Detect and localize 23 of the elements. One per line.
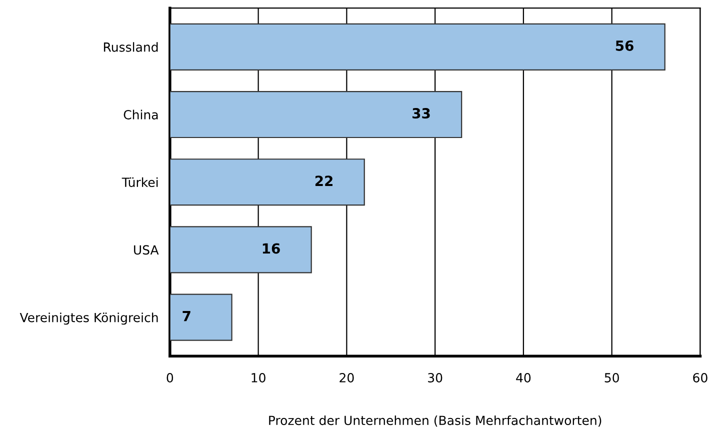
x-tick-label: 10 [252,373,266,382]
data-label: 33 [412,108,430,119]
y-tick-label: Russland [104,42,158,52]
bar [170,23,666,70]
y-tick-label: USA [134,245,159,255]
x-axis-title: Prozent der Unternehmen (Basis Mehrfachantworten) [269,415,602,427]
x-tick-label: 50 [604,373,619,382]
y-tick-label: Türkei [122,177,158,188]
data-label: 56 [616,40,634,51]
x-tick-label: 60 [693,373,708,382]
x-tick-label: 30 [428,373,442,382]
bar [170,90,462,138]
bar [170,158,365,206]
data-label: 22 [315,176,332,186]
x-tick-label: 20 [340,373,354,382]
x-tick-label: 0 [166,373,174,382]
y-tick-label: Vereinigtes Königreich [20,312,158,325]
x-tick-label: 40 [516,373,531,382]
bar [170,226,312,274]
data-label: 16 [262,243,280,254]
y-tick-label: China [124,110,158,120]
data-label: 7 [182,311,190,322]
bar [170,294,232,341]
